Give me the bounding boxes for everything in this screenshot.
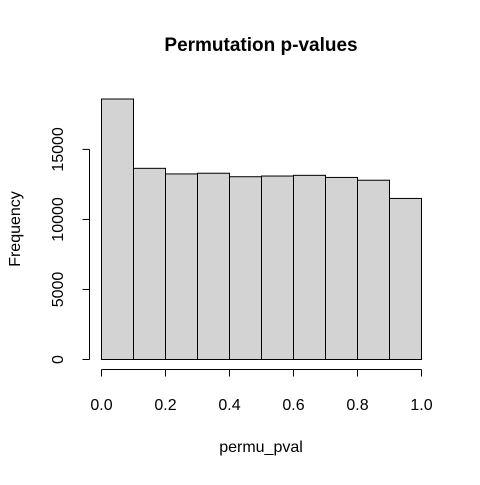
- x-tick-label: 0.2: [154, 397, 176, 414]
- bars-group: [101, 98, 422, 360]
- y-tick-label: 0: [50, 355, 67, 364]
- histogram-bar: [229, 176, 262, 360]
- y-tick-label: 10000: [50, 197, 67, 242]
- y-axis: 0 5000 10000 15000: [50, 127, 90, 364]
- x-tick-label: 0.0: [90, 397, 112, 414]
- histogram-bar: [133, 167, 166, 360]
- y-tick-label: 15000: [50, 127, 67, 172]
- x-tick-label: 0.4: [218, 397, 240, 414]
- histogram-bar: [389, 197, 422, 360]
- histogram-bar: [101, 98, 134, 360]
- histogram-bar: [357, 179, 390, 360]
- x-tick-label: 0.8: [346, 397, 368, 414]
- chart-title: Permutation p-values: [164, 35, 357, 56]
- y-tick-label: 5000: [50, 272, 67, 308]
- x-tick-label: 0.6: [282, 397, 304, 414]
- histogram-bar: [325, 176, 358, 360]
- x-axis: 0.0 0.2 0.4 0.6 0.8 1.0: [90, 369, 433, 414]
- histogram-bar: [293, 174, 326, 360]
- histogram-bar: [197, 172, 230, 360]
- y-axis-label: Frequency: [7, 191, 24, 267]
- histogram-bar: [165, 173, 198, 360]
- x-tick-label: 1.0: [410, 397, 432, 414]
- x-axis-label: permu_pval: [219, 439, 303, 456]
- histogram-bar: [261, 175, 294, 360]
